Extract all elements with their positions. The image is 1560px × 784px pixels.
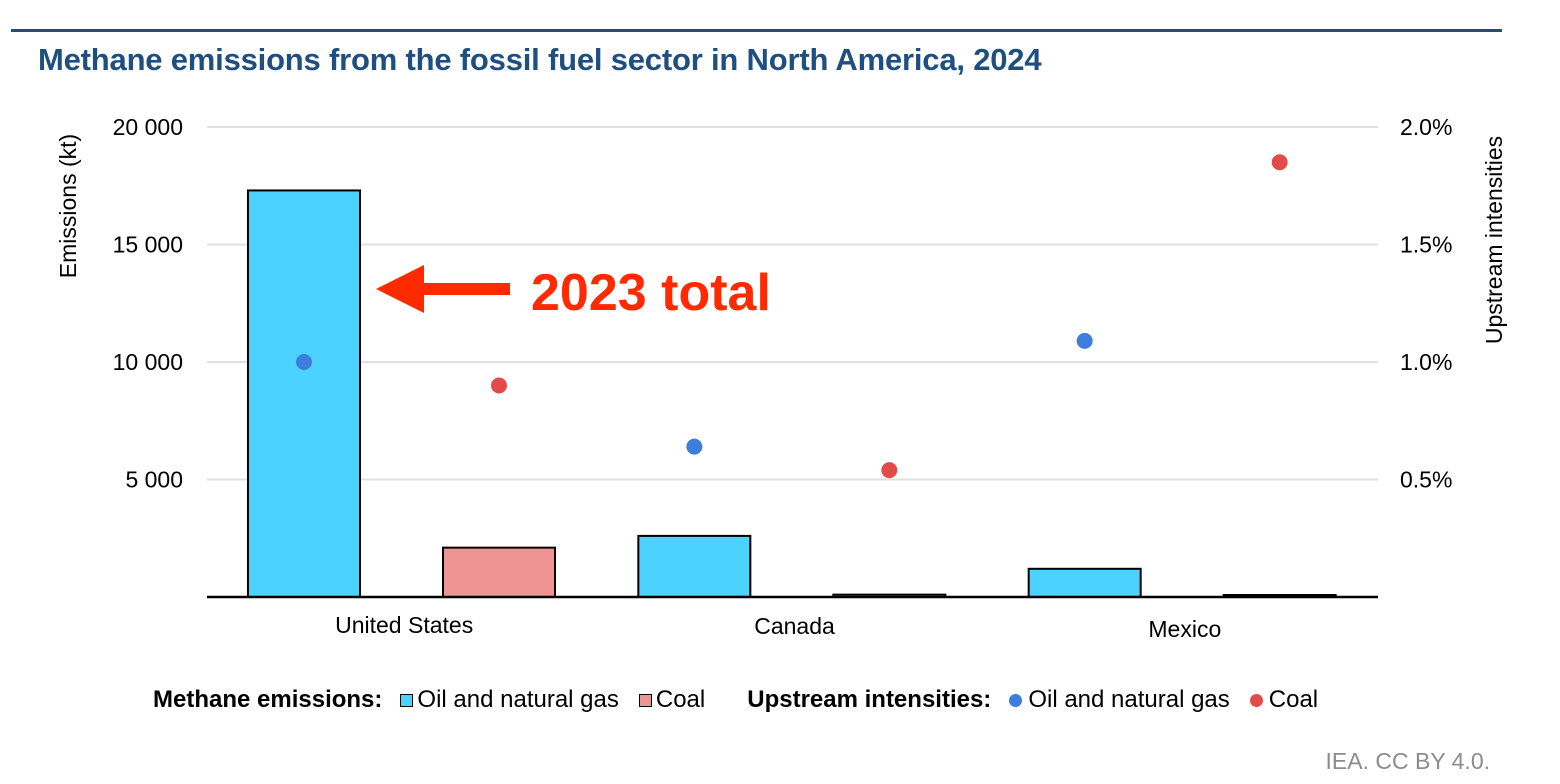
legend-label: Oil and natural gas [1028,686,1230,713]
y-tick-label: 5 000 [125,467,183,493]
annotation: 2023 total [376,264,771,322]
dot-oil-gas [296,354,312,370]
bars [247,189,1337,599]
dot-coal [1271,154,1288,171]
bar-oil-gas [247,189,361,598]
chart-title: Methane emissions from the fossil fuel s… [38,42,1042,77]
y2-axis-label: Upstream intensities [1481,136,1507,344]
source-credit: IEA. CC BY 4.0. [1325,748,1490,774]
y-axis-label: Emissions (kt) [55,134,81,278]
legend-swatch-coal [638,693,652,707]
legend-emissions-title: Methane emissions: [153,686,383,713]
x-tick-label: Canada [754,613,835,639]
annotation-text: 2023 total [531,264,771,322]
y2-tick-label: 2.0% [1400,114,1452,140]
legend-item-intensity-oil-gas: Oil and natural gas [1009,686,1230,714]
arrow-left-icon [376,265,510,313]
y2-axis-ticks: 0.5% 1.0% 1.5% 2.0% [1400,114,1452,493]
legend-label: Coal [655,686,706,713]
y-tick-label: 10 000 [113,349,183,375]
bar-coal [442,546,556,599]
y2-tick-label: 1.5% [1400,232,1452,258]
dot-coal [491,377,507,394]
legend-dot-coal [1249,693,1263,707]
legend-label: Oil and natural gas [417,686,619,713]
dot-oil-gas [1076,332,1093,349]
legend-intensity-title: Upstream intensities: [747,686,992,713]
intensity-dots [296,154,1288,479]
y2-tick-label: 1.0% [1400,349,1452,375]
legend-label: Coal [1268,686,1319,713]
y2-tick-label: 0.5% [1400,467,1452,493]
bar-oil-gas [637,534,752,599]
gridlines [207,126,1378,481]
legend-item-intensity-coal: Coal [1249,686,1319,714]
legend-dot-oil-gas [1009,693,1023,707]
bar-oil-gas [1027,567,1142,598]
top-rule [11,29,1502,32]
legend-swatch-oil-gas [400,693,414,707]
x-axis-labels: United States Canada Mexico [335,612,1221,642]
x-tick-label: Mexico [1148,616,1221,642]
x-tick-label: United States [335,612,473,638]
dot-oil-gas [686,438,703,455]
legend: Methane emissions: Oil and natural gas C… [153,686,1338,714]
y-tick-label: 20 000 [113,114,183,140]
y-axis-ticks: 5 000 10 000 15 000 20 000 [113,114,183,493]
y-tick-label: 15 000 [113,232,183,258]
legend-item-emissions-oil-gas: Oil and natural gas [400,686,619,714]
legend-item-emissions-coal: Coal [638,686,706,714]
dot-coal [881,462,898,479]
